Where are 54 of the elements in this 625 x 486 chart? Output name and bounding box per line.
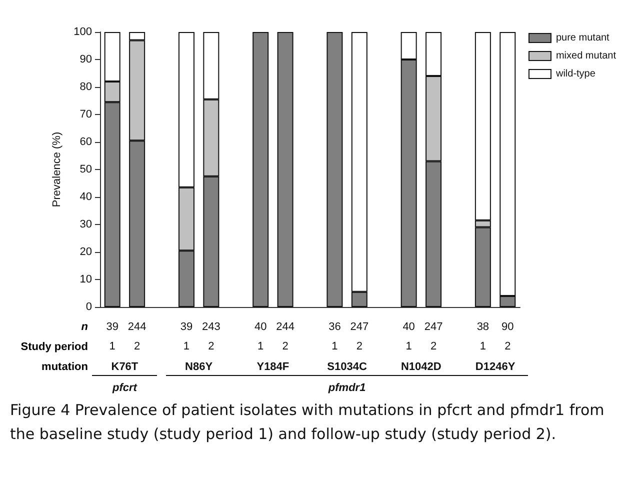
legend-label: wild-type: [554, 68, 596, 80]
x-tick-label: 2: [430, 340, 437, 352]
text: N86Y: [185, 361, 213, 373]
bar: [252, 32, 269, 307]
x-tick-label: 1: [332, 340, 338, 352]
text: Y184F: [256, 361, 290, 373]
x-tick-label: 2: [356, 340, 362, 352]
text: D1246Y: [475, 361, 516, 373]
y-axis-title: Prevalence (%): [51, 132, 64, 208]
text: 39: [180, 321, 193, 333]
bar: [326, 32, 343, 307]
y-tick-label: 50: [80, 164, 92, 176]
x-tick-label: 1: [109, 340, 116, 352]
y-tick-label: 80: [80, 81, 92, 93]
y-tick-label: 20: [80, 246, 92, 258]
y-tick-label: 30: [80, 218, 92, 230]
x-tick-label: 2: [134, 340, 140, 352]
text: S1034C: [327, 361, 367, 373]
x-tick-label: 2: [208, 340, 214, 352]
x-tick-label: 1: [258, 340, 264, 352]
text: pfcrt: [112, 382, 137, 394]
y-tick-label: 90: [80, 54, 92, 66]
x-tick-label: 1: [480, 340, 486, 352]
y-tick-label: 0: [86, 301, 92, 313]
text: N1042D: [400, 361, 442, 373]
text: 38: [476, 321, 490, 333]
text: 40: [402, 321, 415, 333]
text: 40: [254, 321, 267, 333]
legend-label: mixed mutant: [556, 50, 616, 62]
text: n: [81, 321, 88, 333]
y-tick-label: 100: [74, 26, 92, 38]
text: mutation: [42, 361, 88, 373]
text: 247: [350, 321, 369, 333]
y-tick-label: 10: [80, 274, 92, 286]
x-axis-title: Study period: [20, 341, 88, 353]
text: 247: [424, 321, 443, 333]
x-tick-label: 1: [406, 340, 412, 352]
x-tick-label: 2: [504, 340, 511, 352]
text: K76T: [111, 361, 138, 373]
text: 90: [502, 321, 514, 333]
text: 244: [128, 321, 146, 333]
y-tick-label: 60: [80, 136, 92, 148]
text: 244: [276, 321, 294, 333]
x-tick-label: 2: [282, 340, 288, 352]
text: 36: [328, 321, 341, 333]
text: pfmdr1: [328, 382, 366, 394]
x-tick-label: 1: [183, 340, 190, 352]
y-tick-label: 70: [80, 108, 92, 120]
y-tick-label: 40: [80, 191, 92, 203]
legend-label: pure mutant: [556, 32, 610, 44]
bar: [277, 32, 294, 307]
text: 243: [202, 321, 220, 333]
caption: Figure 4 Prevalence of patient isolates with mutations in pfcrt and pfmdr1 from the baseline study (study period 1) and follow-up study (study period 2).: [10, 400, 606, 445]
text: 39: [106, 321, 118, 333]
